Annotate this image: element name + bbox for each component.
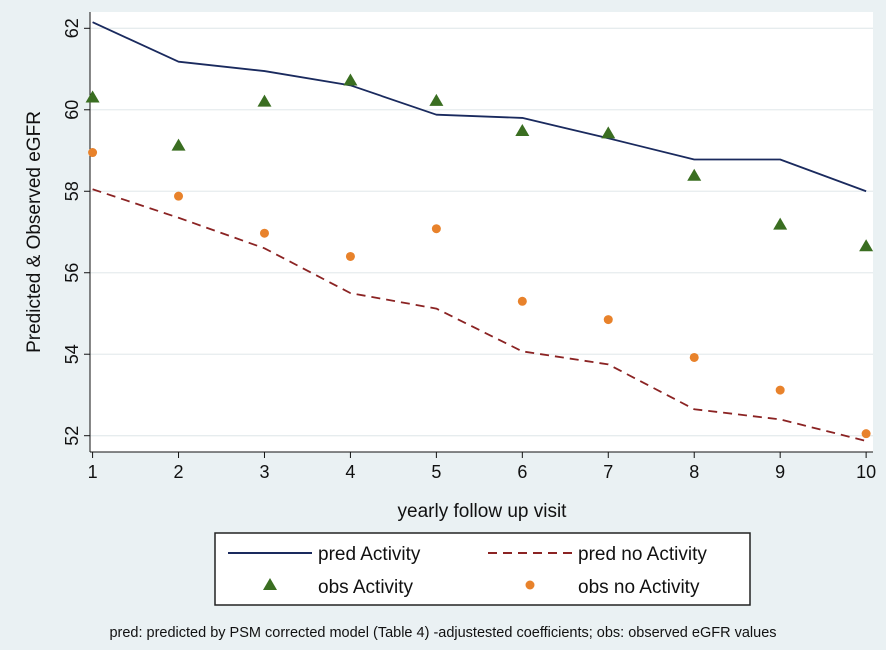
x-axis-title: yearly follow up visit bbox=[398, 501, 568, 522]
x-tick-label: 8 bbox=[689, 462, 699, 482]
series-line-pred-activity bbox=[92, 21, 867, 193]
x-tick-label: 1 bbox=[88, 462, 98, 482]
y-tick-label: 56 bbox=[62, 263, 82, 283]
legend-swatch-obs-no-activity bbox=[525, 580, 535, 590]
y-tick-label: 54 bbox=[62, 344, 82, 364]
legend-swatch-obs-activity bbox=[263, 578, 277, 590]
y-axis-title: Predicted & Observed eGFR bbox=[24, 111, 45, 353]
legend: pred Activity pred no Activity obs Activ… bbox=[214, 532, 751, 606]
point-obs-activity bbox=[257, 94, 272, 107]
legend-label-obs-no-activity: obs no Activity bbox=[578, 577, 700, 598]
plot-area bbox=[90, 12, 873, 452]
legend-label-obs-activity: obs Activity bbox=[318, 577, 414, 598]
x-tick-label: 5 bbox=[431, 462, 441, 482]
x-tick-label: 3 bbox=[259, 462, 269, 482]
point-obs-no-activity bbox=[345, 251, 355, 261]
point-obs-activity bbox=[171, 138, 186, 151]
x-tick-label: 10 bbox=[856, 462, 876, 482]
point-obs-no-activity bbox=[603, 315, 613, 325]
x-tick-label: 2 bbox=[174, 462, 184, 482]
point-obs-activity bbox=[343, 73, 358, 86]
point-obs-activity bbox=[515, 123, 530, 136]
y-tick-label: 60 bbox=[62, 100, 82, 120]
point-obs-activity bbox=[601, 126, 616, 139]
point-obs-activity bbox=[687, 168, 702, 181]
y-tick-label: 62 bbox=[62, 18, 82, 38]
point-obs-no-activity bbox=[775, 385, 785, 395]
point-obs-activity bbox=[429, 93, 444, 106]
point-obs-no-activity bbox=[174, 191, 184, 201]
point-obs-no-activity bbox=[259, 228, 269, 238]
point-obs-no-activity bbox=[431, 224, 441, 234]
x-tick-label: 7 bbox=[603, 462, 613, 482]
legend-label-pred-activity: pred Activity bbox=[318, 544, 421, 565]
point-obs-no-activity bbox=[517, 296, 527, 306]
point-obs-no-activity bbox=[861, 429, 871, 439]
point-obs-activity bbox=[85, 90, 100, 103]
chart-note: pred: predicted by PSM corrected model (… bbox=[109, 625, 776, 641]
point-obs-no-activity bbox=[689, 352, 699, 362]
y-tick-label: 52 bbox=[62, 426, 82, 446]
series-line-pred-no-activity bbox=[92, 188, 867, 442]
point-obs-no-activity bbox=[88, 148, 98, 158]
y-tick-label: 58 bbox=[62, 181, 82, 201]
point-obs-activity bbox=[773, 217, 788, 230]
grid-lines bbox=[90, 27, 873, 437]
legend-box bbox=[214, 532, 751, 606]
x-tick-label: 9 bbox=[775, 462, 785, 482]
x-tick-label: 6 bbox=[517, 462, 527, 482]
x-tick-label: 4 bbox=[345, 462, 355, 482]
point-obs-activity bbox=[859, 239, 874, 252]
series-layer bbox=[85, 21, 874, 442]
legend-label-pred-no-activity: pred no Activity bbox=[578, 544, 707, 565]
